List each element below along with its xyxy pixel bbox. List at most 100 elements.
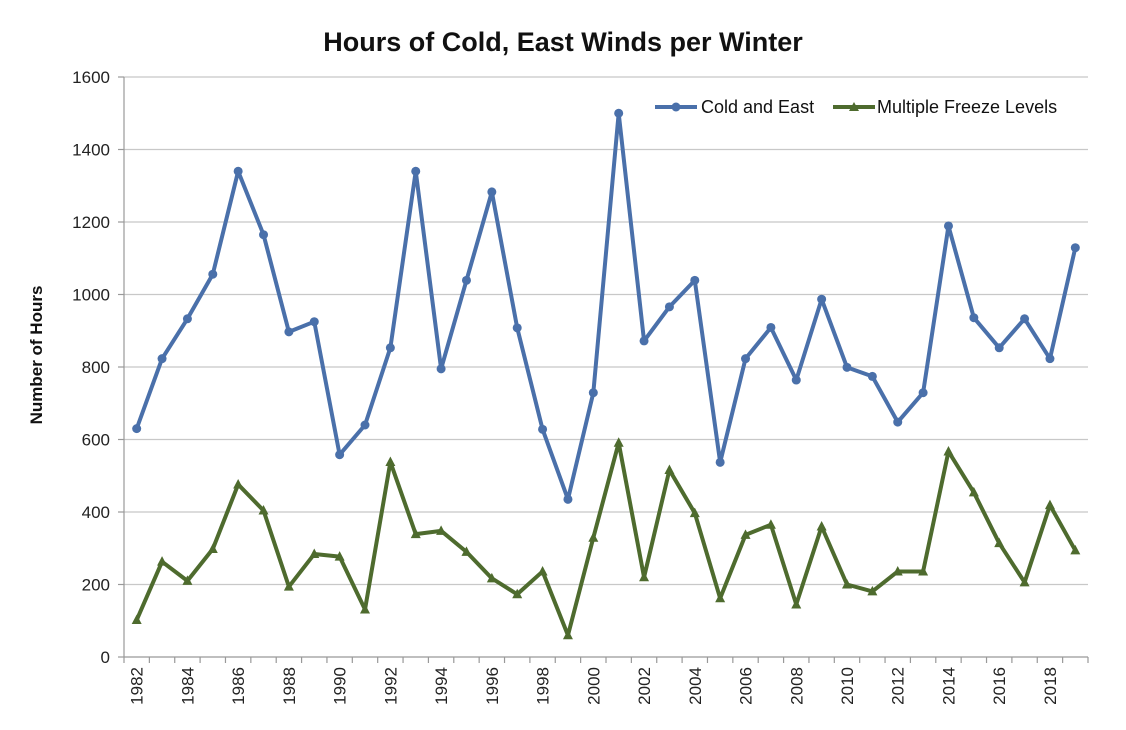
data-point-multiple-freeze-levels <box>816 521 827 531</box>
data-point-multiple-freeze-levels <box>385 456 396 466</box>
y-tick-label: 1400 <box>72 141 110 160</box>
data-point-multiple-freeze-levels <box>943 445 954 456</box>
data-point-multiple-freeze-levels <box>918 565 929 576</box>
data-point-multiple-freeze-levels <box>791 598 802 609</box>
x-tick-label: 2018 <box>1041 667 1060 705</box>
data-point-cold-and-east <box>893 417 903 427</box>
x-tick-label: 1996 <box>483 667 502 705</box>
x-tick-label: 1992 <box>381 667 400 705</box>
data-point-cold-and-east <box>588 388 598 398</box>
data-point-cold-and-east <box>182 314 192 324</box>
y-tick-label: 200 <box>82 576 110 595</box>
data-point-multiple-freeze-levels <box>182 575 193 585</box>
x-tick-label: 2004 <box>686 667 705 705</box>
data-point-multiple-freeze-levels <box>715 592 726 603</box>
data-point-cold-and-east <box>233 166 243 176</box>
data-point-cold-and-east <box>791 375 801 385</box>
data-point-cold-and-east <box>639 336 649 346</box>
data-point-cold-and-east <box>487 187 497 197</box>
data-point-cold-and-east <box>766 322 776 332</box>
x-tick-label: 2016 <box>990 667 1009 705</box>
y-tick-label: 1000 <box>72 286 110 305</box>
x-tick-label: 2008 <box>787 667 806 705</box>
legend: Cold and East Multiple Freeze Levels <box>655 97 1057 117</box>
data-point-multiple-freeze-levels <box>1070 544 1081 555</box>
y-tick-label: 0 <box>101 648 110 667</box>
legend-marker-cold-and-east <box>671 102 681 112</box>
data-point-multiple-freeze-levels <box>562 629 573 640</box>
data-point-multiple-freeze-levels <box>765 519 776 529</box>
x-tick-label: 1984 <box>178 667 197 705</box>
y-tick-label: 400 <box>82 503 110 522</box>
data-point-cold-and-east <box>411 166 421 176</box>
data-point-multiple-freeze-levels <box>283 581 294 591</box>
data-point-cold-and-east <box>1070 243 1080 253</box>
data-point-cold-and-east <box>918 388 928 398</box>
data-point-multiple-freeze-levels <box>968 486 979 497</box>
data-point-multiple-freeze-levels <box>207 543 218 553</box>
data-point-cold-and-east <box>614 108 624 118</box>
x-tick-label: 1998 <box>534 667 553 705</box>
legend-marker-multiple-freeze-levels <box>849 102 859 111</box>
data-point-multiple-freeze-levels <box>360 604 370 614</box>
axes: 0 200 400 600 800 1000 1200 1400 1600 1982 1984 198… <box>72 68 1089 705</box>
y-tick-label: 800 <box>82 358 110 377</box>
data-point-multiple-freeze-levels <box>740 529 751 539</box>
data-point-cold-and-east <box>867 371 877 381</box>
data-point-multiple-freeze-levels <box>867 585 878 596</box>
data-point-multiple-freeze-levels <box>512 588 523 599</box>
data-point-cold-and-east <box>943 221 953 231</box>
x-tick-label: 2006 <box>737 667 756 705</box>
data-point-multiple-freeze-levels <box>994 537 1005 548</box>
y-tick-label: 1600 <box>72 68 110 87</box>
y-axis-label: Number of Hours <box>27 286 46 425</box>
data-point-multiple-freeze-levels <box>131 614 142 625</box>
data-point-multiple-freeze-levels <box>486 572 497 583</box>
data-point-cold-and-east <box>969 313 979 323</box>
data-point-cold-and-east <box>309 317 319 327</box>
data-point-multiple-freeze-levels <box>689 507 700 518</box>
data-point-cold-and-east <box>385 343 395 353</box>
data-point-multiple-freeze-levels <box>309 548 320 559</box>
data-point-cold-and-east <box>157 354 167 364</box>
data-point-multiple-freeze-levels <box>1019 576 1030 587</box>
data-point-cold-and-east <box>208 269 218 279</box>
x-tick-label: 1988 <box>280 667 299 705</box>
data-point-multiple-freeze-levels <box>233 478 244 489</box>
data-point-multiple-freeze-levels <box>258 505 269 515</box>
chart-title: Hours of Cold, East Winds per Winter <box>323 27 803 57</box>
data-point-multiple-freeze-levels <box>157 556 168 566</box>
data-point-multiple-freeze-levels <box>461 546 472 556</box>
data-point-cold-and-east <box>461 275 471 285</box>
data-point-cold-and-east <box>690 275 700 285</box>
x-tick-label: 1990 <box>331 667 350 705</box>
data-point-multiple-freeze-levels <box>842 579 852 589</box>
data-point-cold-and-east <box>715 457 725 467</box>
data-point-multiple-freeze-levels <box>537 565 548 576</box>
y-tick-label: 1200 <box>72 213 110 232</box>
x-tick-label: 2014 <box>939 667 958 705</box>
series-line-cold-and-east <box>134 111 1078 502</box>
data-point-cold-and-east <box>842 362 852 372</box>
gridlines <box>124 76 1088 586</box>
y-tick-label: 600 <box>82 431 110 450</box>
x-tick-label: 1982 <box>128 667 147 705</box>
data-point-multiple-freeze-levels <box>639 571 650 582</box>
x-tick-label: 2010 <box>838 667 857 705</box>
data-point-cold-and-east <box>741 354 751 364</box>
x-tick-label: 1994 <box>432 667 451 705</box>
data-point-cold-and-east <box>664 302 674 312</box>
x-tick-label: 1986 <box>229 667 248 705</box>
data-point-cold-and-east <box>132 424 142 434</box>
data-point-multiple-freeze-levels <box>892 565 903 576</box>
data-point-cold-and-east <box>284 327 294 337</box>
series-layer <box>131 108 1081 640</box>
data-point-cold-and-east <box>436 364 446 374</box>
data-point-multiple-freeze-levels <box>613 437 624 447</box>
data-point-multiple-freeze-levels <box>588 532 599 542</box>
series-line-multiple-freeze-levels <box>134 440 1078 638</box>
data-point-cold-and-east <box>335 450 345 460</box>
legend-label-cold-and-east: Cold and East <box>701 97 814 117</box>
data-point-cold-and-east <box>563 494 573 504</box>
